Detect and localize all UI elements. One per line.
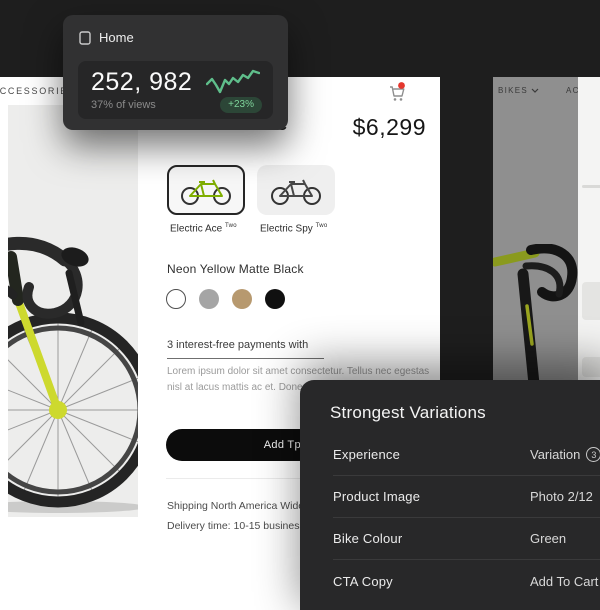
shipping-info: Shipping North America Wide bbox=[167, 500, 305, 512]
variation-row-experience[interactable]: Experience Variation 3 bbox=[333, 434, 600, 476]
views-caption: 37% of views bbox=[91, 99, 156, 111]
product-price: $6,299 bbox=[352, 114, 426, 140]
cart-button[interactable] bbox=[386, 81, 408, 103]
swatch-black[interactable] bbox=[265, 289, 285, 309]
product-hero-image bbox=[8, 105, 138, 517]
variation-row-cta-copy[interactable]: CTA Copy Add To Cart bbox=[333, 573, 599, 589]
variation-row-bike-colour[interactable]: Bike Colour Green bbox=[333, 518, 600, 560]
bike-thumb-icon bbox=[271, 179, 321, 205]
variation-row-product-image[interactable]: Product Image Photo 2/12 bbox=[333, 476, 600, 518]
thumbnail-label-electric-spy: Electric Spy Two bbox=[260, 223, 328, 235]
swatch-white[interactable] bbox=[166, 289, 186, 309]
strongest-variations-panel: Strongest Variations Experience Variatio… bbox=[300, 380, 600, 610]
nav-item-accessories[interactable]: ACCESSORIES bbox=[0, 86, 76, 96]
home-card-header: Home bbox=[63, 15, 288, 45]
variations-list: Experience Variation 3 Product Image Pho… bbox=[333, 434, 600, 602]
payments-note: 3 interest-free payments with bbox=[167, 339, 324, 359]
row-value: Photo 2/12 bbox=[530, 489, 593, 504]
nav-item-accessories-right[interactable]: ACCESSORIES bbox=[566, 86, 578, 95]
views-stat-box: 252, 982 37% of views +23% bbox=[78, 61, 273, 119]
page-edge-line bbox=[582, 185, 600, 188]
page-edge-block bbox=[582, 282, 600, 320]
home-stats-card[interactable]: Home 252, 982 37% of views +23% bbox=[63, 15, 288, 130]
swatch-tan[interactable] bbox=[232, 289, 252, 309]
delivery-info: Delivery time: 10-15 business days bbox=[167, 520, 330, 532]
trend-sparkline-icon bbox=[206, 69, 260, 94]
row-value: Add To Cart bbox=[530, 573, 599, 589]
row-value: Green bbox=[530, 531, 567, 546]
panel-title: Strongest Variations bbox=[330, 403, 486, 422]
bike-photo-illustration bbox=[8, 236, 138, 513]
views-count: 252, 982 bbox=[91, 68, 193, 96]
page-edge-block bbox=[582, 357, 600, 377]
color-swatches bbox=[166, 289, 285, 309]
cart-badge-dot bbox=[398, 82, 405, 89]
cart-icon bbox=[390, 82, 405, 101]
product-description: Lorem ipsum dolor sit amet consectetur. … bbox=[167, 366, 430, 393]
page-icon bbox=[79, 30, 91, 45]
trend-badge: +23% bbox=[220, 97, 262, 113]
circled-number-icon: 3 bbox=[586, 447, 600, 462]
home-card-title: Home bbox=[99, 30, 134, 45]
thumbnail-label-electric-ace: Electric Ace Two bbox=[170, 223, 237, 235]
chevron-down-icon bbox=[531, 88, 539, 93]
swatch-gray[interactable] bbox=[199, 289, 219, 309]
section-divider bbox=[166, 478, 424, 479]
row-value: Variation bbox=[530, 447, 581, 462]
nav-item-bikes[interactable]: BIKES bbox=[498, 86, 539, 95]
color-variant-label: Neon Yellow Matte Black bbox=[167, 262, 304, 276]
bike-thumb-icon bbox=[181, 179, 231, 205]
thumbnail-electric-ace[interactable] bbox=[167, 165, 245, 215]
thumbnail-electric-spy[interactable] bbox=[257, 165, 335, 215]
